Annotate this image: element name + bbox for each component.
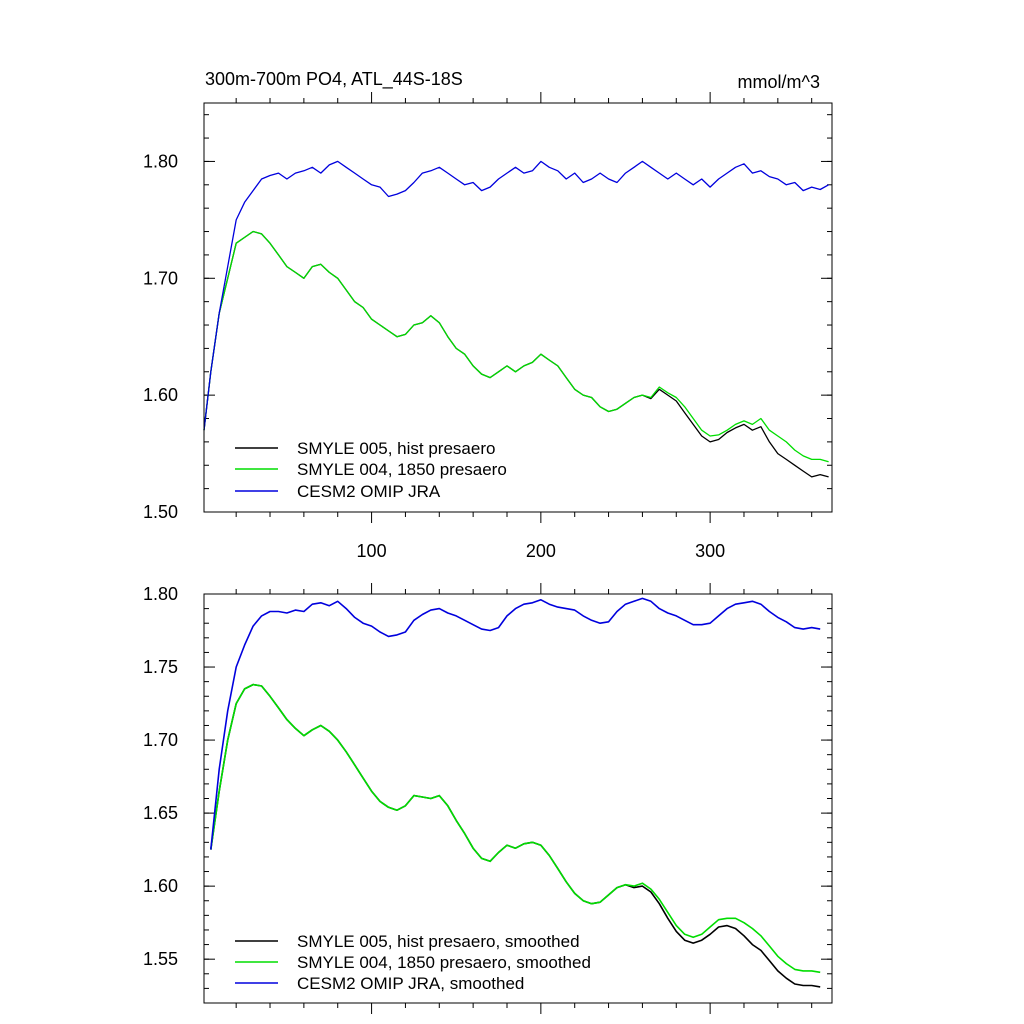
units-label: mmol/m^3 — [738, 72, 820, 92]
y-tick-label: 1.80 — [143, 151, 178, 171]
x-ticks — [235, 583, 813, 1014]
top-panel: 300m-700m PO4, ATL_44S-18S mmol/m^3 1.50… — [143, 69, 833, 561]
plot-frame — [203, 102, 833, 513]
y-tick-label: 1.65 — [143, 803, 178, 823]
series-line-2 — [210, 597, 821, 850]
y-ticks: 1.55 1.60 1.65 1.70 1.75 1.80 — [143, 584, 832, 1004]
bottom-panel: 1.55 1.60 1.65 1.70 1.75 1.80 SMYLE 005, hist… — [143, 583, 833, 1014]
x-tick-label: 100 — [357, 541, 387, 561]
x-tick-label: 300 — [695, 541, 725, 561]
plot-frame — [203, 593, 833, 1004]
series-line-1 — [210, 683, 821, 974]
legend-label-cesm2: CESM2 OMIP JRA — [297, 482, 441, 501]
legend-label-smyle004-smoothed: SMYLE 004, 1850 presaero, smoothed — [297, 953, 591, 972]
chart-title: 300m-700m PO4, ATL_44S-18S — [205, 69, 463, 90]
y-tick-label: 1.60 — [143, 385, 178, 405]
x-tick-label: 200 — [526, 541, 556, 561]
series-lines — [210, 597, 821, 988]
legend: SMYLE 005, hist presaero, smoothed SMYLE… — [235, 932, 591, 993]
legend: SMYLE 005, hist presaero SMYLE 004, 1850… — [235, 439, 507, 501]
y-tick-label: 1.70 — [143, 730, 178, 750]
y-tick-label: 1.75 — [143, 657, 178, 677]
series-lines — [203, 160, 829, 478]
legend-label-cesm2-smoothed: CESM2 OMIP JRA, smoothed — [297, 974, 524, 993]
y-tick-label: 1.80 — [143, 584, 178, 604]
legend-label-smyle005-smoothed: SMYLE 005, hist presaero, smoothed — [297, 932, 580, 951]
y-tick-label: 1.55 — [143, 949, 178, 969]
series-line-1 — [203, 230, 829, 463]
y-tick-label: 1.70 — [143, 268, 178, 288]
x-ticks: 100 200 300 — [235, 92, 813, 561]
legend-label-smyle004: SMYLE 004, 1850 presaero — [297, 460, 507, 479]
y-tick-label: 1.50 — [143, 502, 178, 522]
legend-label-smyle005: SMYLE 005, hist presaero — [297, 439, 495, 458]
y-tick-label: 1.60 — [143, 876, 178, 896]
series-line-2 — [203, 160, 829, 431]
